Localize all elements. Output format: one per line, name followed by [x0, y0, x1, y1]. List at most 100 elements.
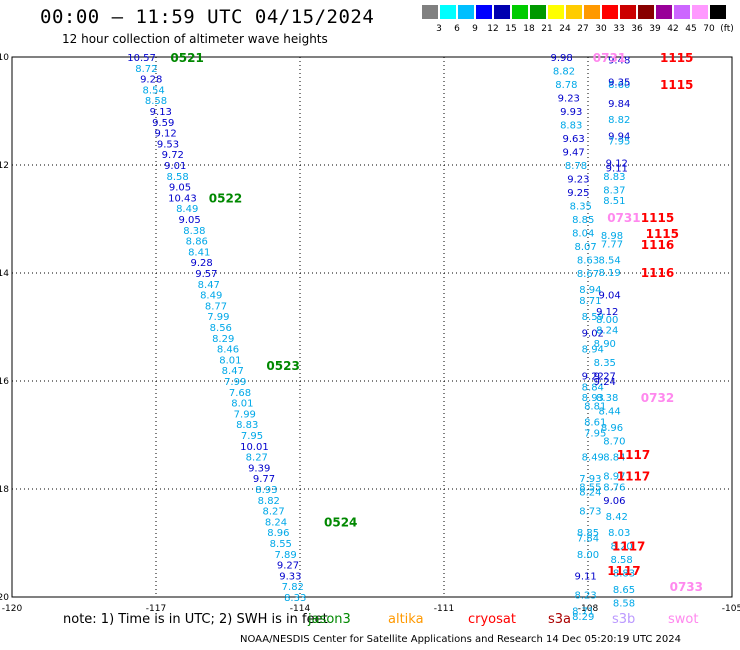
x-tick-label: -117 — [146, 604, 166, 614]
wave-height-value: 8.77 — [205, 301, 227, 312]
wave-height-value: 8.86 — [186, 237, 208, 248]
wave-height-value: 8.93 — [582, 393, 604, 404]
wave-height-value: 10.43 — [168, 193, 197, 204]
wave-height-value: 8.35 — [594, 358, 616, 369]
colorbar-label: 45 — [685, 24, 697, 34]
wave-height-value: 9.39 — [248, 463, 270, 474]
wave-height-value: 9.05 — [178, 215, 200, 226]
wave-height-value: 9.27 — [277, 561, 299, 572]
pass-time-label: 1115 — [641, 211, 674, 225]
wave-height-value: 8.24 — [596, 326, 618, 337]
wave-height-value: 8.83 — [613, 569, 635, 580]
pass-time-label: 0732 — [641, 391, 674, 405]
wave-height-value: 8.54 — [142, 85, 164, 96]
wave-height-value: 9.06 — [603, 496, 625, 507]
wave-height-value: 8.23 — [574, 590, 596, 601]
wave-height-value: 8.44 — [598, 407, 620, 418]
wave-height-value: 8.78 — [555, 80, 577, 91]
wave-height-value: 8.61 — [584, 418, 606, 429]
pass-time-label: 0521 — [170, 51, 203, 65]
wave-height-value: 9.25 — [567, 188, 589, 199]
wave-height-value: 8.60 — [608, 80, 630, 91]
wave-height-value: 8.00 — [596, 315, 618, 326]
wave-height-value: 8.07 — [574, 242, 596, 253]
wave-height-value: 9.57 — [195, 269, 217, 280]
wave-height-value: 8.04 — [572, 229, 594, 240]
wave-height-value: 9.35 — [608, 77, 630, 88]
wave-height-value: 8.96 — [267, 528, 289, 539]
wave-height-value: 8.19 — [598, 268, 620, 279]
wave-height-value: 8.51 — [603, 196, 625, 207]
pass-time-label: 0522 — [209, 191, 242, 205]
wave-height-value: 8.33 — [284, 593, 306, 604]
wave-height-value: 8.42 — [606, 512, 628, 523]
wave-height-value: 7.89 — [274, 550, 296, 561]
wave-height-value: 9.48 — [608, 56, 630, 67]
colorbar-swatch — [494, 5, 510, 19]
footnote: note: 1) Time is in UTC; 2) SWH is in fe… — [63, 612, 328, 627]
wave-height-value: 7.95 — [241, 431, 263, 442]
wave-height-value: 9.11 — [606, 164, 628, 175]
legend-item-cryosat: cryosat — [468, 612, 516, 627]
legend-item-altika: altika — [388, 612, 424, 627]
wave-height-value: 8.73 — [579, 507, 601, 518]
y-tick-label: -20 — [0, 593, 9, 603]
wave-height-value: 8.97 — [603, 472, 625, 483]
wave-height-value: 9.02 — [582, 328, 604, 339]
y-tick-label: -14 — [0, 269, 9, 279]
wave-height-value: 7.99 — [207, 312, 229, 323]
wave-height-value: 9.27 — [594, 372, 616, 383]
colorbar-swatch — [422, 5, 438, 19]
legend-item-s3b: s3b — [612, 612, 636, 627]
wave-height-value: 8.00 — [577, 550, 599, 561]
colorbar-swatch — [656, 5, 672, 19]
wave-height-value: 8.01 — [219, 355, 241, 366]
x-tick-label: -105 — [722, 604, 740, 614]
colorbar-swatch — [602, 5, 618, 19]
wave-height-value: 7.99 — [224, 377, 246, 388]
wave-height-value: 8.58 — [166, 172, 188, 183]
colorbar-label: 39 — [649, 24, 661, 34]
wave-height-value: 8.63 — [577, 256, 599, 267]
page-subtitle: 12 hour collection of altimeter wave hei… — [62, 32, 328, 46]
wave-height-value: 9.59 — [152, 118, 174, 129]
wave-height-value: 8.94 — [582, 345, 604, 356]
wave-height-value: 8.47 — [198, 280, 220, 291]
colorbar-swatch — [476, 5, 492, 19]
wave-height-value: 9.05 — [169, 183, 191, 194]
wave-height-value: 9.84 — [608, 99, 630, 110]
wave-height-value: 8.24 — [579, 488, 601, 499]
pass-time-label: 1115 — [646, 227, 679, 241]
pass-time-label: 1117 — [607, 564, 640, 578]
x-tick-label: -114 — [290, 604, 311, 614]
wave-height-value: 9.98 — [550, 53, 572, 64]
wave-height-value: 8.81 — [584, 401, 606, 412]
colorbar-swatch — [620, 5, 636, 19]
wave-height-value: 9.01 — [164, 161, 186, 172]
colorbar-swatch — [674, 5, 690, 19]
wave-height-value: 9.12 — [596, 307, 618, 318]
wave-height-value: 9.23 — [567, 175, 589, 186]
wave-height-value: 7.99 — [234, 409, 256, 420]
colorbar-label: (ft) — [720, 24, 734, 34]
pass-time-label: 1117 — [617, 448, 650, 462]
data-points: 10.578.729.288.548.589.139.599.129.539.7… — [127, 53, 635, 623]
colorbar-label: 33 — [613, 24, 625, 34]
wave-height-value: 8.56 — [210, 323, 232, 334]
wave-height-value: 8.55 — [270, 539, 292, 550]
colorbar-swatch — [512, 5, 528, 19]
colorbar-swatch — [440, 5, 456, 19]
wave-height-value: 8.27 — [246, 453, 268, 464]
pass-time-label: 0731 — [593, 51, 626, 65]
wave-height-value: 8.01 — [231, 399, 253, 410]
pass-time-label: 1116 — [641, 238, 674, 252]
wave-height-value: 8.29 — [572, 612, 594, 623]
wave-height-value: 8.78 — [565, 161, 587, 172]
wave-height-value: 8.82 — [608, 115, 630, 126]
colorbar-label: 24 — [559, 24, 571, 34]
wave-height-value: 8.49 — [176, 204, 198, 215]
wave-height-value: 8.82 — [553, 67, 575, 78]
colorbar-label: 15 — [505, 24, 517, 34]
